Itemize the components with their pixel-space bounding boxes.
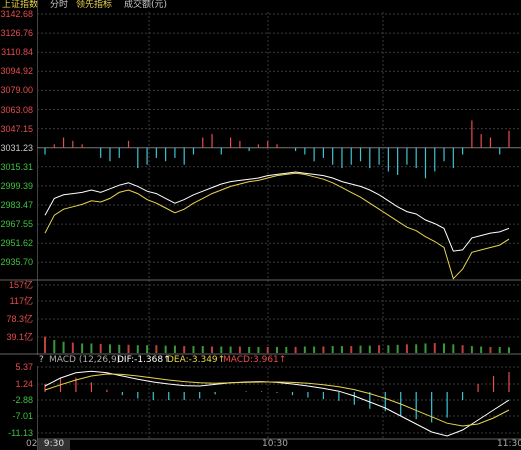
leading-indicator-line: [44, 172, 510, 280]
price-axis-label: 2999.39: [0, 180, 33, 191]
price-axis-label: 3031.23: [0, 142, 33, 153]
header-bar: 上证指数 分时 领先指标 成交额(元): [0, 0, 521, 11]
macd-title[interactable]: MACD (12,26,9): [49, 355, 121, 365]
time-label-mid: 10:30: [262, 439, 288, 449]
index-line: [44, 171, 510, 252]
price-axis-label: 2935.70: [0, 257, 33, 268]
macd-dea-value: DEA:-3.349↑: [167, 355, 226, 365]
volume-axis-label: 78.3亿: [6, 314, 33, 324]
y-axis: 3142.68 3126.76 3110.84 3094.92 3079.00 3063.…: [0, 0, 38, 450]
tab-index-name[interactable]: 上证指数: [2, 0, 39, 10]
tab-timeshare[interactable]: 分时: [50, 0, 69, 10]
price-axis-label: 3110.84: [1, 47, 33, 58]
time-label-start: 9:30: [38, 439, 70, 450]
macd-dif-line: [44, 370, 510, 437]
price-axis-label: 3094.92: [0, 66, 33, 77]
macd-dea-line: [44, 373, 510, 427]
price-axis-label: 2967.55: [0, 219, 33, 230]
time-label-end: 11:30: [497, 439, 521, 449]
macd-axis-label: 5.37: [15, 362, 33, 372]
price-axis-label: 3015.31: [0, 161, 33, 172]
volume-axis-label: 157亿: [8, 280, 33, 290]
price-axis-label: 2983.47: [0, 200, 33, 210]
macd-header: ? MACD (12,26,9) DIF:-1.368↑ DEA:-3.349↑…: [37, 355, 521, 366]
macd-axis-label: -2.88: [12, 395, 33, 405]
macd-axis-label: -7.01: [12, 411, 33, 421]
help-icon[interactable]: ?: [39, 355, 44, 365]
volume-axis-label: 39.1亿: [6, 332, 33, 342]
tab-turnover[interactable]: 成交额(元): [124, 0, 168, 10]
price-axis-label: 3142.68: [0, 9, 33, 19]
price-axis-label: 3079.00: [0, 85, 33, 96]
time-axis: 02 9:30 10:30 11:30: [0, 439, 521, 450]
price-axis-label: 3047.15: [0, 123, 33, 134]
price-axis-label: 2951.62: [0, 238, 33, 249]
macd-axis-label: 1.24: [15, 379, 33, 389]
tab-leading-indicator[interactable]: 领先指标: [76, 0, 113, 10]
volume-axis-label: 117亿: [9, 296, 33, 306]
time-label-edge: 02: [26, 439, 38, 449]
price-axis-label: 3126.76: [0, 28, 33, 39]
macd-axis-label: -11.13: [8, 428, 33, 438]
macd-value: MACD:3.961↑: [223, 355, 287, 365]
price-axis-label: 3063.08: [0, 104, 33, 115]
macd-dif-value: DIF:-1.368↑: [117, 355, 171, 365]
